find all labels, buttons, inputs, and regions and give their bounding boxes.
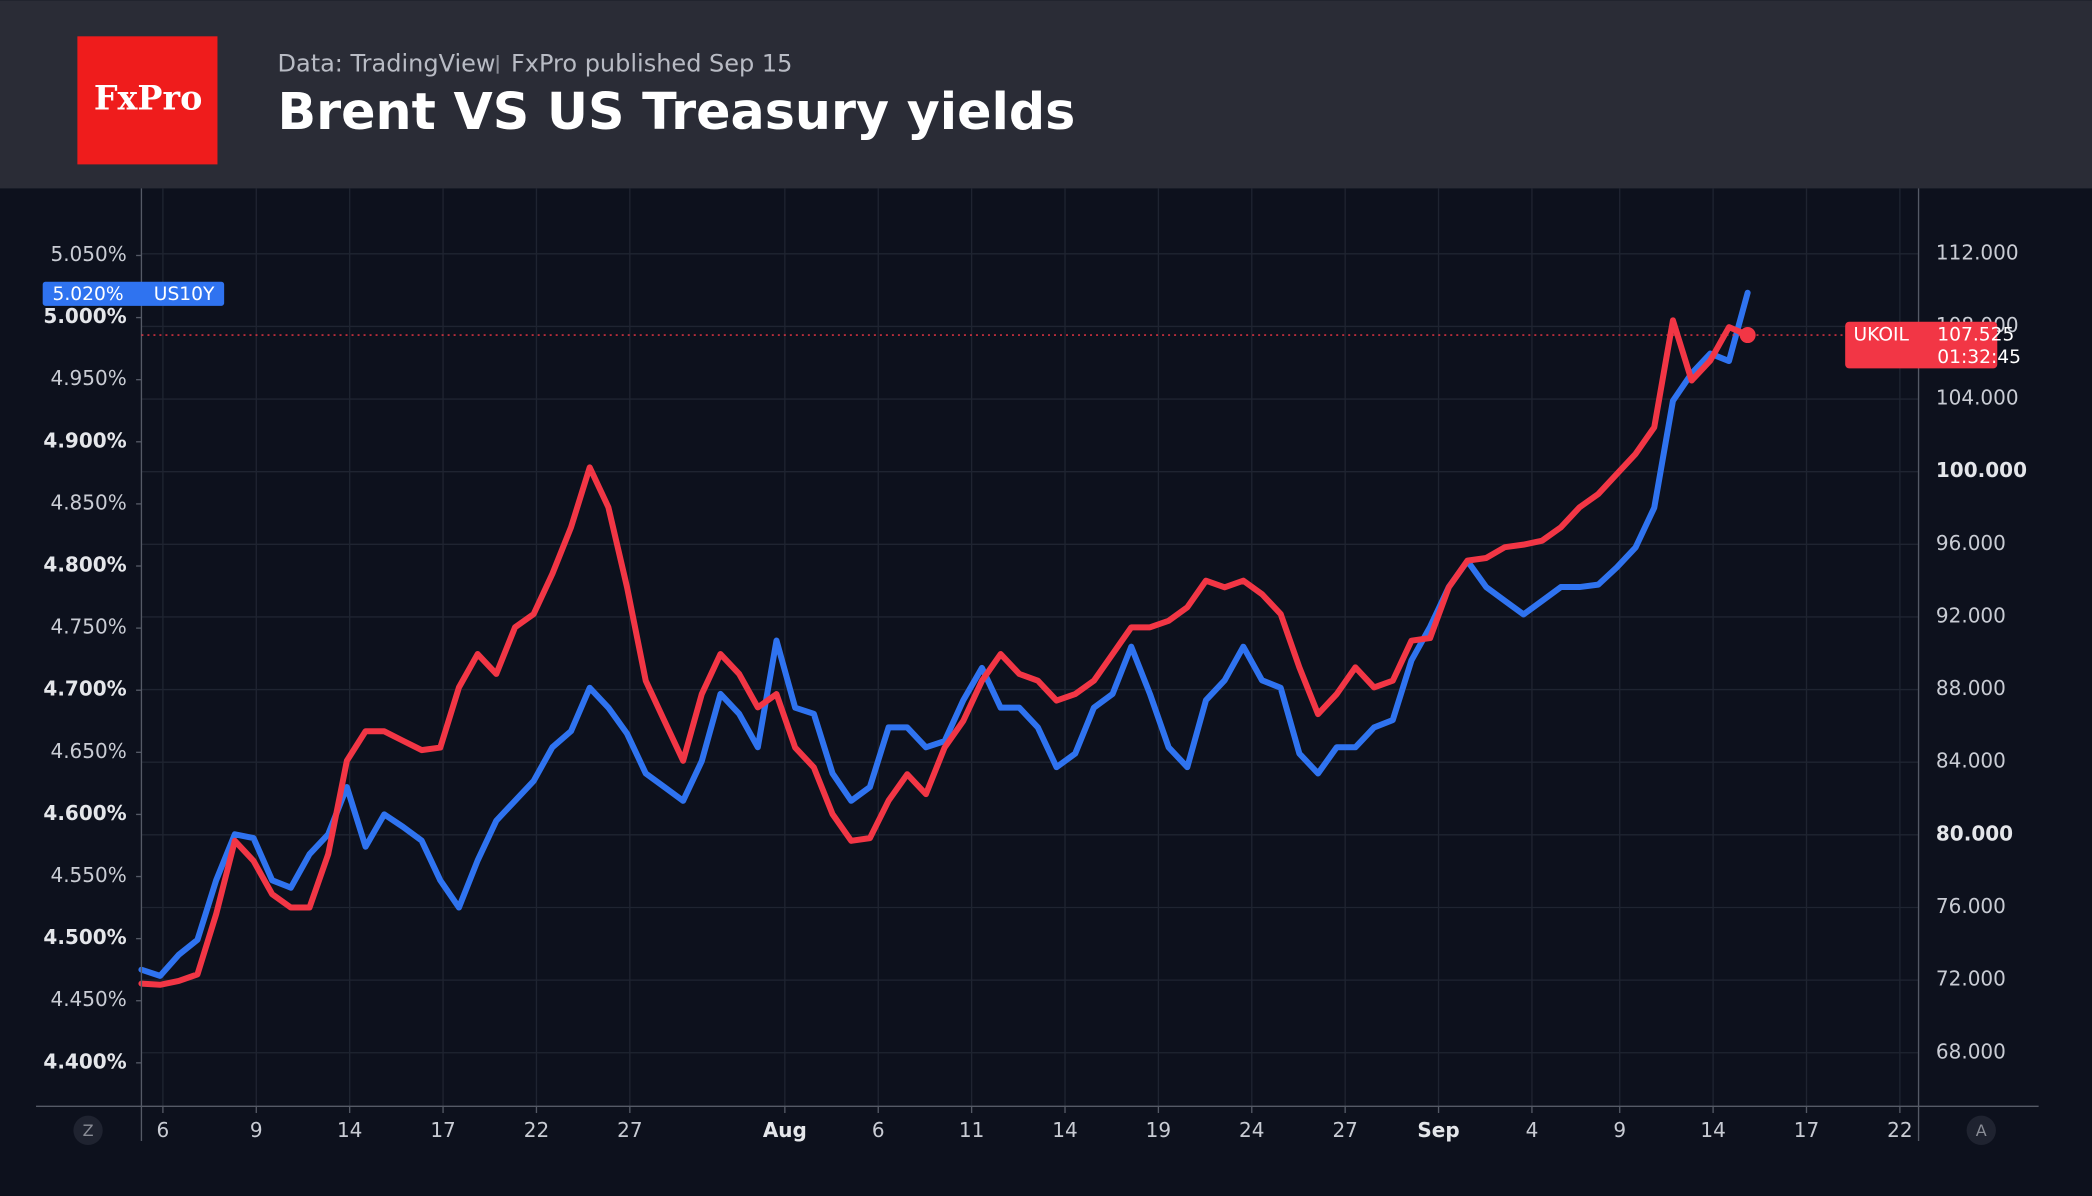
subtitle: FxPro published Sep 15 — [511, 49, 792, 77]
y-tick-label: 4.450% — [50, 987, 126, 1011]
last-value-label: 5.020% — [52, 284, 123, 305]
y-tick-label: 4.750% — [50, 615, 126, 639]
price-badge — [1845, 321, 1998, 369]
logo — [77, 36, 218, 165]
last-point — [1739, 327, 1756, 344]
x-tick-label: 27 — [1332, 1118, 1357, 1142]
countdown: 01:32:45 — [1937, 347, 2021, 368]
source: Data: TradingView — [278, 49, 496, 77]
y2-tick-label: 68.000 — [1936, 1039, 2006, 1063]
y2-tick-label: 80.000 — [1936, 821, 2013, 845]
button-label[interactable]: A — [1976, 1121, 1987, 1140]
y2-tick-label: 104.000 — [1936, 386, 2019, 410]
x-tick-label: 4 — [1526, 1118, 1539, 1142]
y2-tick-label: 92.000 — [1936, 603, 2006, 627]
header — [0, 0, 2092, 189]
x-tick-label: 11 — [959, 1118, 984, 1142]
x-tick-label: 22 — [1887, 1118, 1912, 1142]
chart-title: Brent VS US Treasury yields — [278, 82, 1076, 141]
x-tick-label: 14 — [1700, 1118, 1725, 1142]
y2-tick-label: 88.000 — [1936, 676, 2006, 700]
y-tick-label: 4.500% — [43, 925, 126, 949]
y-tick-label: 5.050% — [50, 242, 126, 266]
x-tick-label: Sep — [1417, 1118, 1459, 1142]
y-tick-label: 4.650% — [50, 739, 126, 763]
button[interactable] — [1966, 1115, 1996, 1146]
x-tick-label: Aug — [763, 1118, 807, 1142]
series-name: UKOIL — [1853, 325, 1909, 346]
y2-tick-label: 100.000 — [1936, 458, 2027, 482]
button-label[interactable]: Z — [83, 1121, 94, 1140]
y2-tick-label: 96.000 — [1936, 531, 2006, 555]
x-tick-label: 17 — [1794, 1118, 1819, 1142]
series-line — [138, 317, 1751, 988]
y2-tick-label: 112.000 — [1936, 240, 2019, 264]
x-tick-label: 27 — [617, 1118, 642, 1142]
y2-tick-label: 72.000 — [1936, 967, 2006, 991]
y2-tick-label: 76.000 — [1936, 894, 2006, 918]
x-tick-label: 6 — [872, 1118, 885, 1142]
x-tick-label: 9 — [1613, 1118, 1626, 1142]
y-tick-label: 5.000% — [43, 304, 126, 328]
x-tick-label: 6 — [157, 1118, 170, 1142]
y-tick-label: 4.850% — [50, 490, 126, 514]
x-tick-label: 19 — [1146, 1118, 1171, 1142]
x-tick-label: 17 — [430, 1118, 455, 1142]
y-tick-label: 4.400% — [43, 1049, 126, 1073]
y2-tick-label: 84.000 — [1936, 749, 2006, 773]
y-tick-label: 4.800% — [43, 553, 126, 577]
y-tick-label: 4.700% — [43, 677, 126, 701]
last-value-label: 107.525 — [1937, 325, 2014, 346]
x-tick-label: 14 — [337, 1118, 362, 1142]
logo-text: FxPro — [94, 78, 202, 117]
series-line — [138, 289, 1751, 979]
y-tick-label: 4.950% — [50, 366, 126, 390]
x-tick-label: 24 — [1239, 1118, 1264, 1142]
y-tick-label: 4.550% — [50, 863, 126, 887]
price-badge — [42, 281, 225, 306]
button[interactable] — [73, 1115, 103, 1146]
x-tick-label: 9 — [250, 1118, 263, 1142]
y-tick-label: 4.900% — [43, 428, 126, 452]
x-tick-label: 22 — [524, 1118, 549, 1142]
x-tick-label: 14 — [1052, 1118, 1077, 1142]
series-name: US10Y — [154, 284, 215, 305]
y-tick-label: 4.600% — [43, 801, 126, 825]
